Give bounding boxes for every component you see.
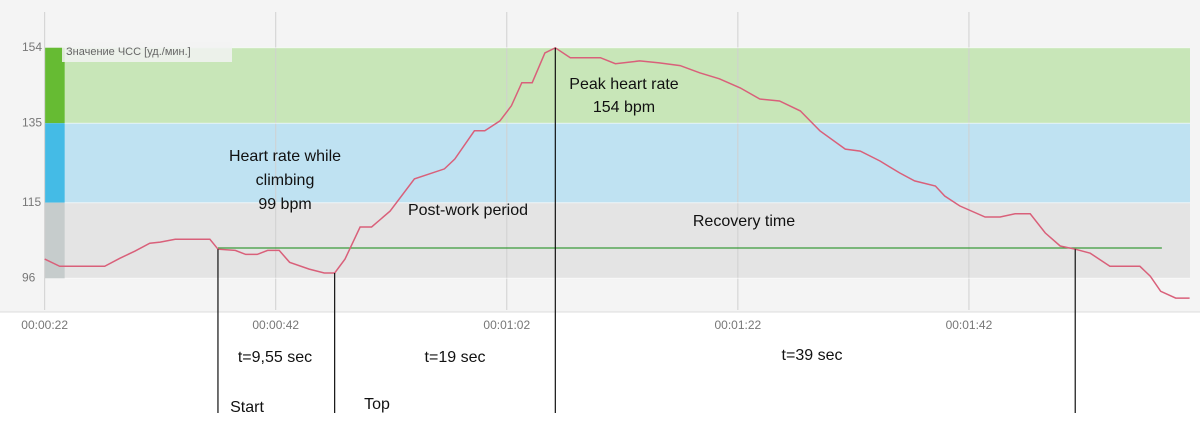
zone-strip [44, 47, 65, 124]
zone-band [44, 202, 1191, 279]
annotation: Post-work period [408, 202, 528, 219]
x-tick-label: 00:01:02 [483, 318, 530, 332]
x-tick-label: 00:01:22 [715, 318, 762, 332]
y-tick-label: 154 [22, 40, 42, 54]
zone-strip [44, 123, 65, 203]
x-tick-label: 00:00:22 [21, 318, 68, 332]
annotation: Recovery time [693, 213, 795, 230]
annotation: 99 bpm [258, 196, 311, 213]
zone-band [44, 47, 1191, 124]
annotation: climbing [256, 172, 315, 189]
y-tick-label: 115 [22, 195, 41, 209]
zone-band [44, 123, 1191, 203]
y-tick-label: 96 [22, 270, 36, 284]
annotation: Heart rate while [229, 148, 341, 165]
annotation: Start [230, 399, 264, 416]
x-tick-label: 00:01:42 [946, 318, 993, 332]
zone-strip [44, 202, 65, 279]
y-tick-label: 135 [22, 115, 42, 129]
annotation: t=39 sec [782, 347, 843, 364]
annotation: t=9,55 sec [238, 349, 312, 366]
x-tick-label: 00:00:42 [252, 318, 299, 332]
legend-box [62, 42, 232, 62]
legend-label: Значение ЧСС [уд./мин.] [66, 46, 191, 58]
hr-line [44, 46, 1190, 299]
annotation: 154 bpm [593, 99, 655, 116]
annotation: t=19 sec [425, 349, 486, 366]
annotation: Peak heart rate [569, 76, 679, 93]
annotation: Top [364, 396, 390, 413]
